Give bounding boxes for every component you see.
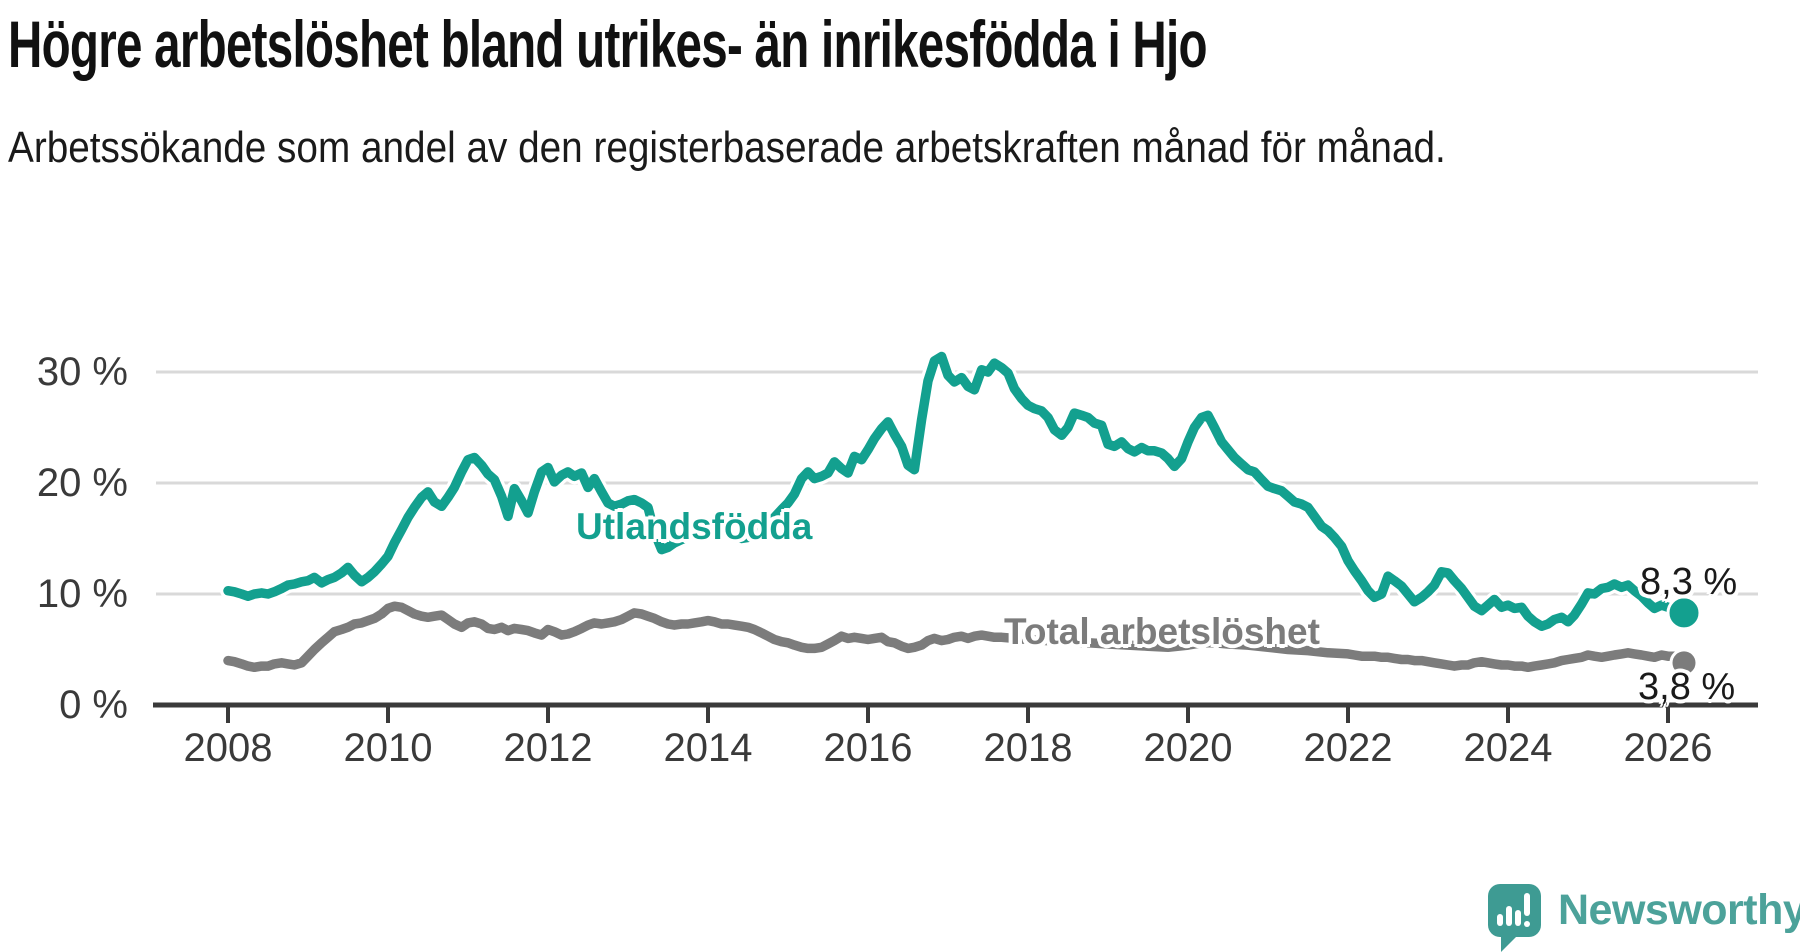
- x-tick-label-2022: 2022: [1303, 726, 1393, 770]
- y-tick-label-30: 30 %: [36, 350, 128, 394]
- speech-bubble-tail: [1501, 935, 1518, 952]
- logo-exclamation-dot: [1524, 921, 1530, 927]
- x-tick-label-2024: 2024: [1463, 726, 1553, 770]
- newsworthy-speech-bubble-chart-icon: [1488, 884, 1541, 952]
- x-tick-label-2014: 2014: [663, 726, 753, 770]
- logo-exclamation-bar: [1524, 893, 1530, 916]
- logo-bar-3: [1515, 910, 1521, 926]
- x-tick-label-2020: 2020: [1143, 726, 1233, 770]
- newsworthy-wordmark: Newsworthy: [1558, 886, 1800, 934]
- page-subtitle: Arbetssökande som andel av den registerb…: [8, 123, 1446, 172]
- Total arbetslöshet-end-dot: [1669, 648, 1699, 678]
- end-value-label-total: 3,8 %: [1638, 666, 1736, 708]
- logo-bar-2: [1506, 906, 1512, 926]
- x-tick-label-2008: 2008: [183, 726, 273, 770]
- y-tick-label-10: 10 %: [36, 572, 128, 616]
- x-tick-label-2012: 2012: [503, 726, 593, 770]
- series-label-utlandsfodda: Utlandsfödda: [576, 506, 813, 547]
- x-tick-label-2026: 2026: [1623, 726, 1713, 770]
- y-tick-label-20: 20 %: [36, 461, 128, 505]
- x-tick-label-2016: 2016: [823, 726, 913, 770]
- Total arbetslöshet-line: [223, 601, 1689, 673]
- Utlandsfödda-line: [223, 351, 1689, 631]
- x-tick-label-2018: 2018: [983, 726, 1073, 770]
- end-value-label-utlandsfodda: 8,3 %: [1640, 561, 1738, 603]
- x-tick-label-2010: 2010: [343, 726, 433, 770]
- newsworthy-logo: Newsworthy: [1488, 884, 1800, 952]
- series-label-total-arbetsloshet: Total arbetslöshet: [1004, 611, 1320, 652]
- y-tick-label-0: 0 %: [59, 683, 128, 727]
- page-title: Högre arbetslöshet bland utrikes- än inr…: [8, 7, 1208, 81]
- Utlandsfödda-end-dot: [1666, 595, 1702, 631]
- logo-bar-1: [1497, 914, 1503, 926]
